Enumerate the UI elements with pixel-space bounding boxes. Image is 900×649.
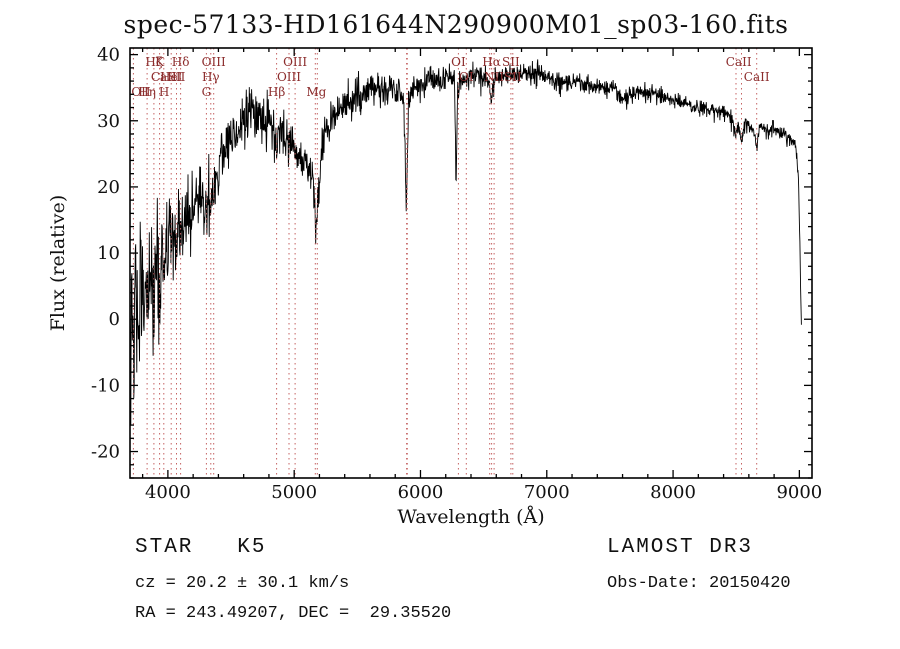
y-tick-label: -20 <box>91 442 120 463</box>
obs-date-text: Obs-Date: 20150420 <box>607 574 791 593</box>
spectral-marker-label: OI <box>451 55 466 69</box>
spectral-marker-label: Mg <box>306 85 326 99</box>
spectral-marker-label: SII <box>168 70 186 84</box>
y-tick-label: -10 <box>91 375 120 396</box>
spectral-marker-label: Hη <box>138 85 156 99</box>
spectral-marker-label: CaII <box>726 55 752 69</box>
figure-title: spec-57133-HD161644N290900M01_sp03-160.f… <box>123 10 789 39</box>
spectrum-series <box>129 59 802 426</box>
spectral-marker-label: OIII <box>277 70 301 84</box>
spectral-marker-label: CaII <box>744 70 770 84</box>
x-tick-label: 9000 <box>776 482 822 503</box>
coordinates-text: RA = 243.49207, DEC = 29.35520 <box>135 604 452 623</box>
y-axis-label: Flux (relative) <box>47 194 69 332</box>
y-tick-label: 20 <box>97 177 120 198</box>
spectral-marker-label: K <box>155 55 165 69</box>
radial-velocity-text: cz = 20.2 ± 30.1 km/s <box>135 574 350 593</box>
spectral-marker-label: Hα <box>482 55 501 69</box>
spectral-marker-label: Hζ <box>145 55 162 69</box>
y-tick-label: 10 <box>97 243 120 264</box>
spectrum-path <box>129 59 802 426</box>
spectral-marker-label: G <box>202 85 212 99</box>
spectral-marker-label: NII <box>484 70 504 84</box>
spectral-marker-label: Hδ <box>172 55 190 69</box>
x-tick-label: 4000 <box>145 482 191 503</box>
x-tick-label: 6000 <box>398 482 444 503</box>
spectral-marker-label: H <box>159 85 169 99</box>
spectral-marker-label: SII <box>502 55 520 69</box>
object-class-text: STAR K5 <box>135 536 267 559</box>
spectral-marker-label: Hγ <box>202 70 220 84</box>
spectral-marker-label: Hβ <box>268 85 285 99</box>
spectral-marker-label: SII <box>504 70 522 84</box>
x-tick-label: 8000 <box>650 482 696 503</box>
x-tick-label: 7000 <box>524 482 570 503</box>
x-tick-label: 5000 <box>271 482 317 503</box>
y-tick-label: 30 <box>97 111 120 132</box>
survey-text: LAMOST DR3 <box>607 536 754 559</box>
y-tick-label: 40 <box>97 45 120 66</box>
y-tick-label: 0 <box>109 309 120 330</box>
x-axis-label: Wavelength (Å) <box>397 506 545 528</box>
plot-axes: 4000 5000 6000 7000 8000 9000 -20 -10 0 10 20 30 40 <box>91 45 822 503</box>
plot-frame <box>129 47 813 479</box>
spectral-marker-label: OIII <box>283 55 307 69</box>
spectral-marker-label: HeI <box>160 70 183 84</box>
spectral-marker-label: OIII <box>202 55 226 69</box>
spectral-marker-label: OI <box>459 70 474 84</box>
spectral-marker-label: CaII <box>151 70 177 84</box>
spectral-marker-label: OII <box>131 85 151 99</box>
